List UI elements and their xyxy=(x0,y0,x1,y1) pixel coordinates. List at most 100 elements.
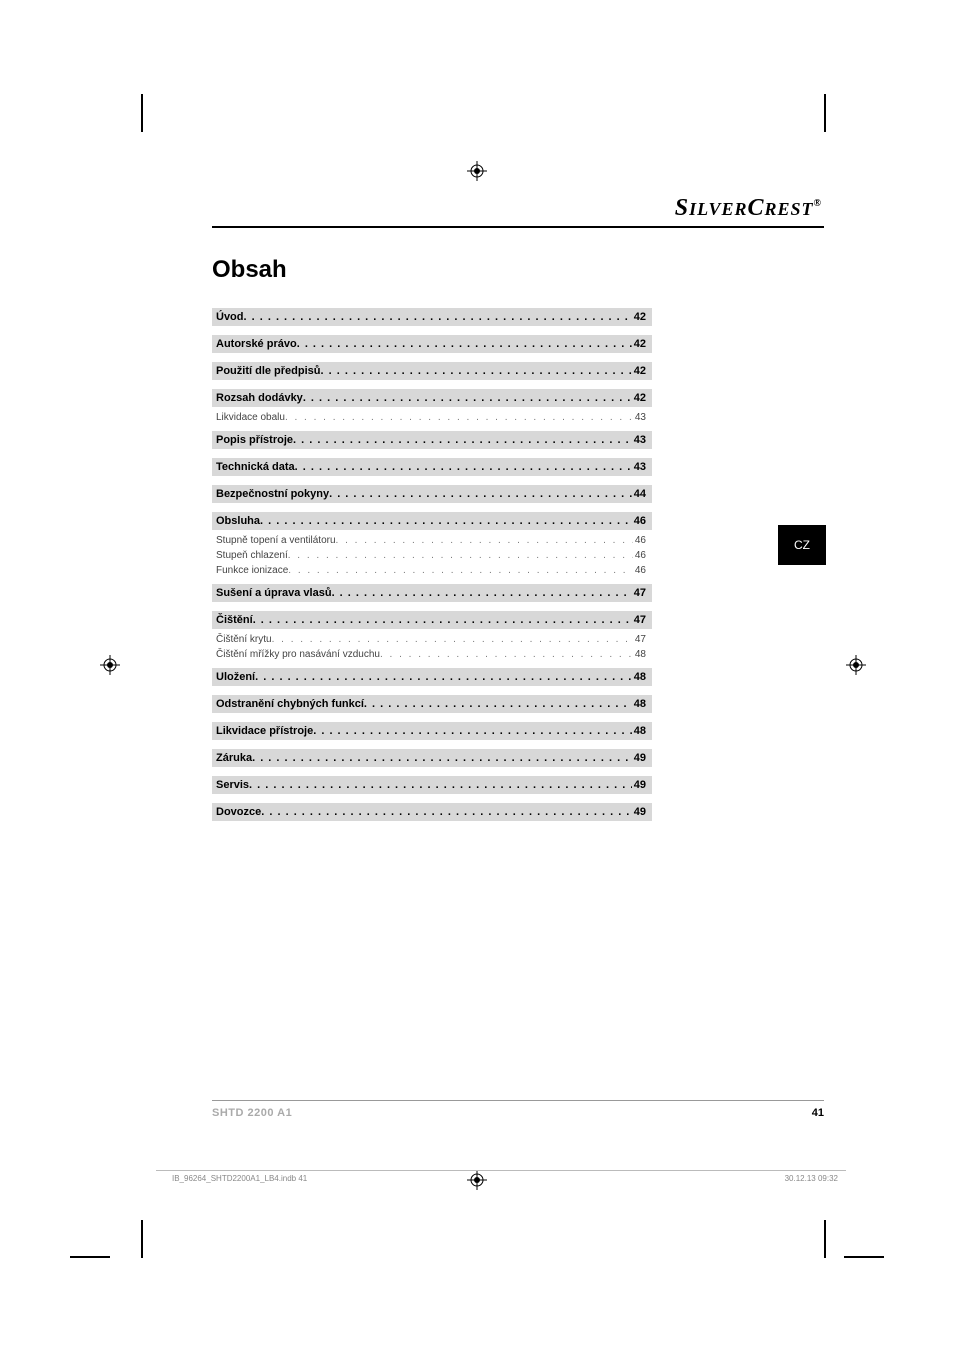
registration-mark-icon xyxy=(100,655,120,675)
toc-page: 49 xyxy=(632,752,646,764)
toc-entry-main: Rozsah dodávky. . . . . . . . . . . . . … xyxy=(212,389,652,407)
toc-entry-sub: Stupeň chlazení. . . . . . . . . . . . .… xyxy=(212,549,652,562)
toc-page: 48 xyxy=(633,649,646,660)
crop-mark xyxy=(824,94,826,132)
toc-page: 46 xyxy=(633,550,646,561)
toc-leader-dots: . . . . . . . . . . . . . . . . . . . . … xyxy=(272,634,633,645)
toc-label: Popis přístroje xyxy=(216,434,293,446)
toc-entry-main: Úvod. . . . . . . . . . . . . . . . . . … xyxy=(212,308,652,326)
toc-label: Stupně topení a ventilátoru xyxy=(216,535,336,546)
toc-entry-main: Popis přístroje. . . . . . . . . . . . .… xyxy=(212,431,652,449)
toc-label: Použití dle předpisů xyxy=(216,365,321,377)
crop-mark xyxy=(824,1220,826,1258)
print-date: 30.12.13 09:32 xyxy=(785,1174,838,1183)
toc-leader-dots: . . . . . . . . . . . . . . . . . . . . … xyxy=(364,698,632,710)
toc-entry-sub: Stupně topení a ventilátoru. . . . . . .… xyxy=(212,534,652,547)
print-line xyxy=(156,1170,846,1171)
toc-leader-dots: . . . . . . . . . . . . . . . . . . . . … xyxy=(336,535,633,546)
toc-label: Čištění mřížky pro nasávání vzduchu xyxy=(216,649,380,660)
toc-label: Likvidace obalu xyxy=(216,412,285,423)
brand-logo: SILVERCREST® xyxy=(212,195,824,222)
toc-page: 48 xyxy=(632,725,646,737)
toc-entry-sub: Funkce ionizace. . . . . . . . . . . . .… xyxy=(212,564,652,577)
toc-leader-dots: . . . . . . . . . . . . . . . . . . . . … xyxy=(288,565,633,576)
toc-entry-main: Obsluha. . . . . . . . . . . . . . . . .… xyxy=(212,512,652,530)
toc-entry-main: Likvidace přístroje. . . . . . . . . . .… xyxy=(212,722,652,740)
toc-leader-dots: . . . . . . . . . . . . . . . . . . . . … xyxy=(261,806,632,818)
toc-label: Sušení a úprava vlasů xyxy=(216,587,332,599)
toc-page: 42 xyxy=(632,392,646,404)
toc-entry-main: Bezpečnostní pokyny. . . . . . . . . . .… xyxy=(212,485,652,503)
crop-mark xyxy=(141,94,143,132)
toc-entry-main: Technická data. . . . . . . . . . . . . … xyxy=(212,458,652,476)
toc-page: 49 xyxy=(632,779,646,791)
footer-model: SHTD 2200 A1 xyxy=(212,1107,292,1119)
crop-mark xyxy=(141,1220,143,1258)
toc-page: 42 xyxy=(632,311,646,323)
toc-page: 46 xyxy=(632,515,646,527)
toc-leader-dots: . . . . . . . . . . . . . . . . . . . . … xyxy=(329,488,632,500)
toc-entry-main: Autorské právo. . . . . . . . . . . . . … xyxy=(212,335,652,353)
toc-entry-main: Sušení a úprava vlasů. . . . . . . . . .… xyxy=(212,584,652,602)
toc-label: Servis xyxy=(216,779,249,791)
registration-mark-icon xyxy=(467,161,487,181)
toc-page: 48 xyxy=(632,698,646,710)
toc-label: Čištění xyxy=(216,614,253,626)
crop-mark xyxy=(70,1256,110,1258)
toc-entry-main: Servis. . . . . . . . . . . . . . . . . … xyxy=(212,776,652,794)
toc-page: 47 xyxy=(632,614,646,626)
toc-label: Záruka xyxy=(216,752,252,764)
toc-label: Funkce ionizace xyxy=(216,565,288,576)
page-footer: SHTD 2200 A1 41 xyxy=(212,1100,824,1119)
toc-label: Technická data xyxy=(216,461,295,473)
print-info: IB_96264_SHTD2200A1_LB4.indb 41 30.12.13… xyxy=(172,1174,838,1183)
toc-leader-dots: . . . . . . . . . . . . . . . . . . . . … xyxy=(244,311,632,323)
toc-page: 44 xyxy=(632,488,646,500)
toc-entry-main: Odstranění chybných funkcí. . . . . . . … xyxy=(212,695,652,713)
toc-entry-main: Dovozce. . . . . . . . . . . . . . . . .… xyxy=(212,803,652,821)
toc-label: Bezpečnostní pokyny xyxy=(216,488,329,500)
toc-entry-sub: Čištění krytu. . . . . . . . . . . . . .… xyxy=(212,633,652,646)
header-rule xyxy=(212,226,824,228)
toc-leader-dots: . . . . . . . . . . . . . . . . . . . . … xyxy=(380,649,633,660)
toc-label: Stupeň chlazení xyxy=(216,550,288,561)
toc-leader-dots: . . . . . . . . . . . . . . . . . . . . … xyxy=(253,614,632,626)
toc-entry-main: Použití dle předpisů. . . . . . . . . . … xyxy=(212,362,652,380)
toc-leader-dots: . . . . . . . . . . . . . . . . . . . . … xyxy=(260,515,632,527)
crop-mark xyxy=(844,1256,884,1258)
toc-label: Čištění krytu xyxy=(216,634,272,645)
toc-label: Autorské právo xyxy=(216,338,297,350)
toc-page: 43 xyxy=(633,412,646,423)
toc-page: 43 xyxy=(632,434,646,446)
toc-leader-dots: . . . . . . . . . . . . . . . . . . . . … xyxy=(332,587,632,599)
toc-leader-dots: . . . . . . . . . . . . . . . . . . . . … xyxy=(288,550,633,561)
toc-page: 47 xyxy=(632,587,646,599)
footer-rule xyxy=(212,1100,824,1101)
toc-label: Úvod xyxy=(216,311,244,323)
toc-entry-main: Čištění. . . . . . . . . . . . . . . . .… xyxy=(212,611,652,629)
toc-label: Uložení xyxy=(216,671,255,683)
toc-entry-main: Uložení. . . . . . . . . . . . . . . . .… xyxy=(212,668,652,686)
page-title: Obsah xyxy=(212,256,824,284)
toc-leader-dots: . . . . . . . . . . . . . . . . . . . . … xyxy=(293,434,632,446)
toc-label: Dovozce xyxy=(216,806,261,818)
toc-page: 46 xyxy=(633,565,646,576)
toc-page: 48 xyxy=(632,671,646,683)
page-content: SILVERCREST® Obsah Úvod. . . . . . . . .… xyxy=(212,195,824,830)
toc-page: 47 xyxy=(633,634,646,645)
toc-page: 49 xyxy=(632,806,646,818)
toc-entry-sub: Čištění mřížky pro nasávání vzduchu. . .… xyxy=(212,648,652,661)
footer-page-number: 41 xyxy=(812,1107,824,1119)
toc-leader-dots: . . . . . . . . . . . . . . . . . . . . … xyxy=(303,392,632,404)
toc-page: 43 xyxy=(632,461,646,473)
toc-label: Likvidace přístroje xyxy=(216,725,313,737)
toc-page: 42 xyxy=(632,365,646,377)
toc-label: Obsluha xyxy=(216,515,260,527)
toc-leader-dots: . . . . . . . . . . . . . . . . . . . . … xyxy=(285,412,633,423)
toc-leader-dots: . . . . . . . . . . . . . . . . . . . . … xyxy=(295,461,632,473)
toc-leader-dots: . . . . . . . . . . . . . . . . . . . . … xyxy=(297,338,632,350)
toc-leader-dots: . . . . . . . . . . . . . . . . . . . . … xyxy=(313,725,632,737)
toc-page: 46 xyxy=(633,535,646,546)
registration-mark-icon xyxy=(846,655,866,675)
table-of-contents: Úvod. . . . . . . . . . . . . . . . . . … xyxy=(212,308,652,821)
